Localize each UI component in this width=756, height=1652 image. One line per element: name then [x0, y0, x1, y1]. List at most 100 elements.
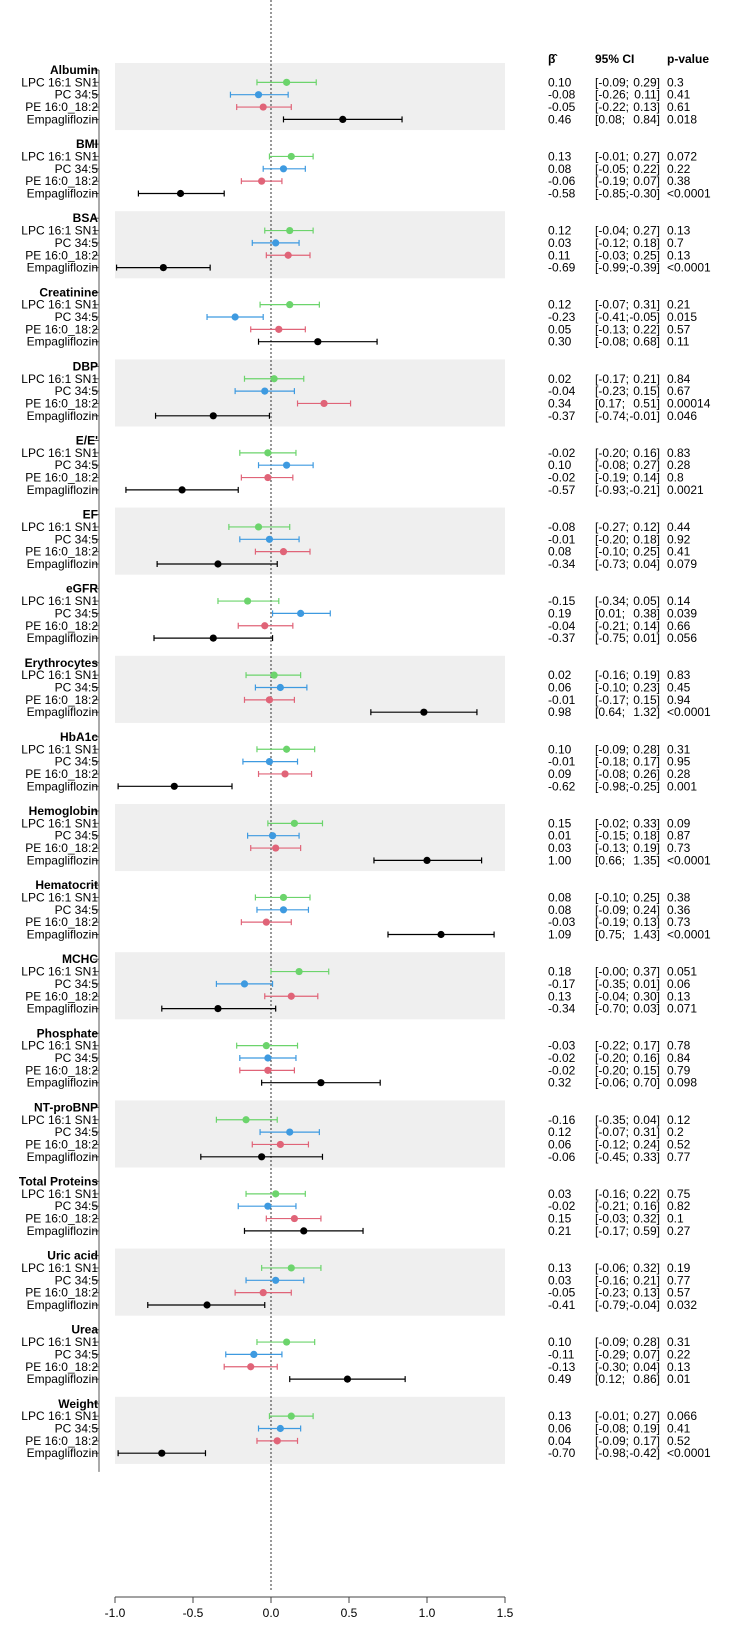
- estimate-point: [279, 893, 288, 902]
- ci-low-value: [-0.22;: [595, 100, 629, 114]
- ci-low-value: [-0.23;: [595, 384, 629, 398]
- ci-high-value: 0.22]: [633, 1187, 660, 1201]
- estimate-point: [275, 325, 283, 333]
- ci-low-value: [0.01;: [595, 606, 625, 620]
- beta-value: 0.13: [548, 989, 572, 1003]
- p-value: 0.78: [667, 1039, 691, 1053]
- row-label: Empagliflozin: [27, 631, 98, 645]
- row-label: PE 16:0_18:2: [25, 100, 98, 114]
- p-value: 0.83: [667, 446, 691, 460]
- beta-value: 0.10: [548, 75, 572, 89]
- beta-value: -0.02: [548, 1051, 576, 1065]
- row-label: PE 16:0_18:2: [25, 1212, 98, 1226]
- row-label: PC 34:5: [55, 755, 99, 769]
- ci-low-value: [0.08;: [595, 112, 625, 126]
- beta-value: 0.15: [548, 1212, 572, 1226]
- p-value: 0.3: [667, 75, 684, 89]
- ci-low-value: [-0.09;: [595, 903, 629, 917]
- estimate-point: [170, 782, 178, 790]
- ci-high-value: 0.26]: [633, 767, 660, 781]
- p-value: <0.0001: [667, 187, 711, 201]
- ci-high-value: 0.12]: [633, 520, 660, 534]
- estimate-point: [259, 1289, 267, 1297]
- p-value: 0.28: [667, 458, 691, 472]
- ci-high-value: 0.17]: [633, 1039, 660, 1053]
- ci-low-value: [-0.98;: [595, 779, 629, 793]
- x-tick-label: 0.5: [341, 1606, 358, 1620]
- header-p-value: p-value: [667, 52, 709, 66]
- row-label: LPC 16:1 SN1: [21, 890, 98, 904]
- beta-value: -0.04: [548, 619, 576, 633]
- ci-low-value: [-0.07;: [595, 298, 629, 312]
- row-label: PC 34:5: [55, 310, 99, 324]
- group-label: Uric acid: [47, 1249, 98, 1263]
- beta-value: -0.34: [548, 557, 576, 571]
- row-label: Empagliflozin: [27, 1372, 98, 1386]
- p-value: 0.19: [667, 1261, 691, 1275]
- group-band: [115, 1100, 505, 1168]
- ci-high-value: 0.05]: [633, 594, 660, 608]
- p-value: 0.31: [667, 1335, 691, 1349]
- row-label: Empagliflozin: [27, 261, 98, 275]
- row-label: PE 16:0_18:2: [25, 841, 98, 855]
- p-value: 0.06: [667, 977, 691, 991]
- estimate-point: [209, 634, 217, 642]
- estimate-point: [283, 1338, 291, 1346]
- beta-value: 0.49: [548, 1372, 572, 1386]
- row-label: Empagliflozin: [27, 187, 98, 201]
- ci-high-value: 0.27]: [633, 1409, 660, 1423]
- ci-high-value: 0.01]: [633, 631, 660, 645]
- p-value: 0.83: [667, 668, 691, 682]
- p-value: 0.1: [667, 1212, 684, 1226]
- ci-high-value: 0.13]: [633, 915, 660, 929]
- beta-value: -0.03: [548, 1039, 576, 1053]
- p-value: <0.0001: [667, 853, 711, 867]
- row-label: Empagliflozin: [27, 779, 98, 793]
- beta-value: 0.08: [548, 162, 572, 176]
- p-value: 0.92: [667, 532, 691, 546]
- row-label: PE 16:0_18:2: [25, 174, 98, 188]
- group-band: [115, 952, 505, 1020]
- group-band: [115, 1248, 505, 1316]
- ci-low-value: [-0.10;: [595, 890, 629, 904]
- ci-low-value: [-0.93;: [595, 483, 629, 497]
- p-value: 0.44: [667, 520, 691, 534]
- ci-high-value: -0.42]: [629, 1446, 660, 1460]
- ci-low-value: [-0.45;: [595, 1150, 629, 1164]
- ci-high-value: 0.51]: [633, 396, 660, 410]
- ci-low-value: [-0.23;: [595, 1286, 629, 1300]
- ci-high-value: 0.24]: [633, 1137, 660, 1151]
- ci-low-value: [-0.10;: [595, 681, 629, 695]
- ci-high-value: 0.22]: [633, 162, 660, 176]
- p-value: 0.28: [667, 767, 691, 781]
- estimate-point: [250, 1350, 258, 1358]
- estimate-point: [264, 1202, 272, 1210]
- ci-high-value: 0.01]: [633, 977, 660, 991]
- ci-high-value: 0.21]: [633, 372, 660, 386]
- ci-low-value: [-0.05;: [595, 162, 629, 176]
- ci-low-value: [-0.21;: [595, 1199, 629, 1213]
- ci-low-value: [-0.17;: [595, 1224, 629, 1238]
- ci-high-value: 0.28]: [633, 1335, 660, 1349]
- estimate-point: [272, 844, 280, 852]
- ci-low-value: [-0.73;: [595, 557, 629, 571]
- estimate-point: [283, 461, 291, 469]
- p-value: 0.11: [667, 335, 690, 349]
- row-label: LPC 16:1 SN1: [21, 1187, 98, 1201]
- ci-high-value: -0.04]: [629, 1298, 660, 1312]
- ci-high-value: 0.21]: [633, 1273, 660, 1287]
- ci-high-value: 0.07]: [633, 174, 660, 188]
- p-value: 0.056: [667, 631, 697, 645]
- ci-high-value: 0.19]: [633, 841, 660, 855]
- ci-high-value: 1.32]: [633, 705, 660, 719]
- beta-value: 0.30: [548, 335, 572, 349]
- row-label: PC 34:5: [55, 236, 99, 250]
- row-label: PE 16:0_18:2: [25, 545, 98, 559]
- ci-low-value: [-0.09;: [595, 742, 629, 756]
- p-value: 0.52: [667, 1434, 691, 1448]
- ci-low-value: [-0.06;: [595, 1261, 629, 1275]
- ci-low-value: [-0.20;: [595, 1063, 629, 1077]
- beta-value: 0.03: [548, 841, 572, 855]
- ci-high-value: 0.70]: [633, 1076, 660, 1090]
